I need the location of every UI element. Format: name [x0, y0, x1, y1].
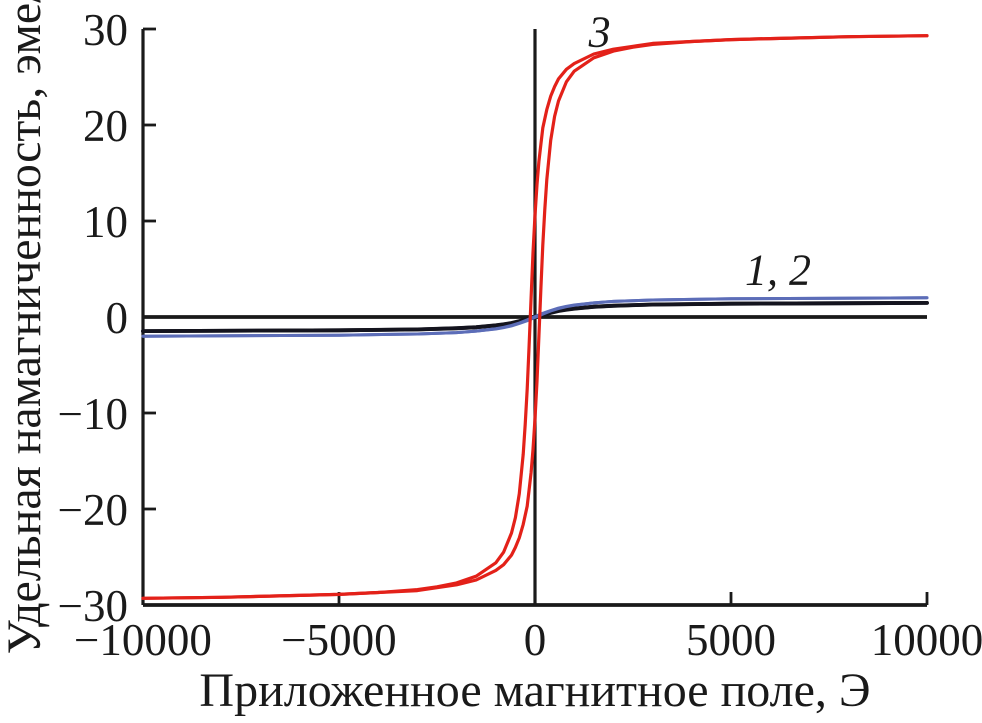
x-tick-label: 10000	[871, 615, 982, 665]
y-axis-title: Удельная намагниченность, эме/г	[0, 0, 51, 654]
series-2-branch-2	[141, 296, 929, 338]
y-tick-label: −30	[58, 581, 128, 631]
y-tick-label: 10	[83, 197, 128, 247]
curves-layer	[141, 34, 929, 600]
x-tick-label: 5000	[686, 615, 776, 665]
annotations-layer: 3 1, 2	[588, 7, 811, 294]
curve-label-1-2: 1, 2	[745, 245, 811, 294]
x-tick-label: 0	[524, 615, 547, 665]
curve-label-3: 3	[588, 7, 611, 56]
x-axis-title: Приложенное магнитное поле, Э	[199, 664, 870, 717]
x-tick-label: −10000	[74, 615, 212, 665]
y-tick-label: 20	[83, 101, 128, 151]
y-tick-label: −20	[58, 485, 128, 535]
ticks-layer: −10000 −5000 0 5000 10000 30 20 10 0 −10 −20 −30	[58, 5, 982, 665]
y-tick-label: −10	[58, 389, 128, 439]
series-3-branch-2	[141, 34, 929, 600]
y-tick-label: 30	[83, 5, 128, 55]
x-tick-label: −5000	[281, 615, 396, 665]
y-tick-label: 0	[106, 293, 129, 343]
